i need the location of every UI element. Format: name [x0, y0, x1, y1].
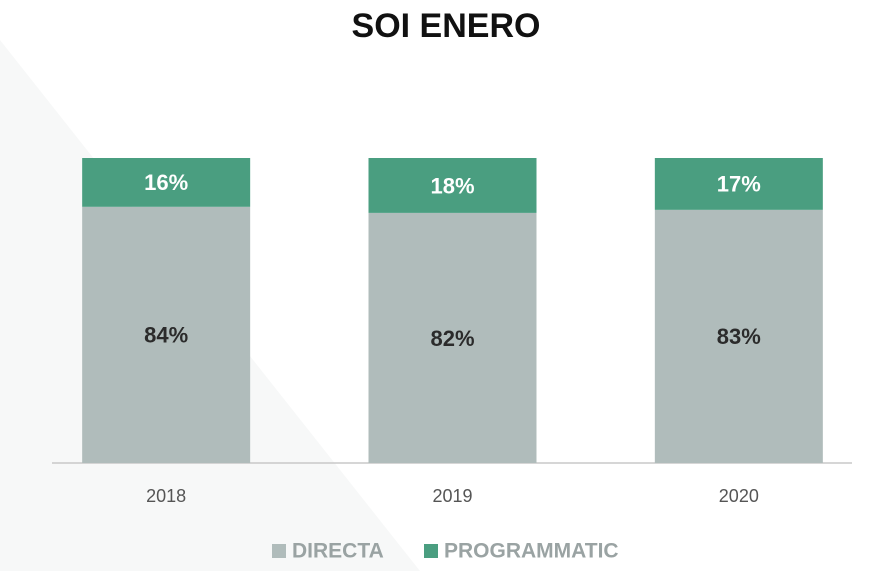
bar-segment — [82, 206, 251, 464]
legend-label: PROGRAMMATIC — [444, 540, 619, 563]
bar-segment — [368, 212, 537, 463]
data-label: 16% — [144, 170, 188, 195]
data-label: 82% — [430, 326, 474, 351]
bar-segment — [654, 158, 823, 210]
chart-title: SOI ENERO — [352, 7, 541, 45]
data-label: 83% — [717, 324, 761, 349]
legend-label: DIRECTA — [292, 540, 384, 563]
x-tick-label: 2018 — [146, 486, 186, 506]
x-tick-label: 2019 — [432, 486, 472, 506]
data-label: 18% — [430, 173, 474, 198]
data-label: 17% — [717, 172, 761, 197]
legend-swatch — [424, 544, 438, 558]
x-tick-label: 2020 — [719, 486, 759, 506]
legend-swatch — [272, 544, 286, 558]
bar-segment — [82, 158, 251, 207]
bar-segment — [368, 158, 537, 213]
data-label: 84% — [144, 323, 188, 348]
bar-segment — [654, 209, 823, 463]
